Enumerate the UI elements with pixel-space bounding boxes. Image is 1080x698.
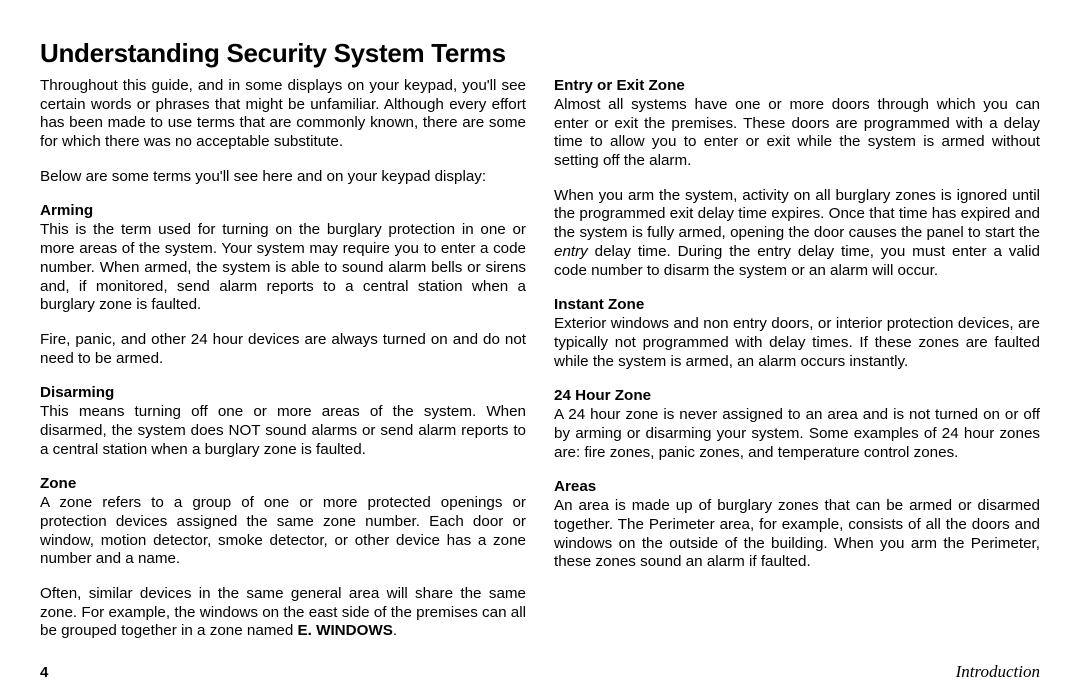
term-paragraph: Often, similar devices in the same gener… xyxy=(40,585,526,641)
term-paragraph: An area is made up of burglary zones tha… xyxy=(554,497,1040,572)
term-paragraph: This is the term used for turning on the… xyxy=(40,221,526,314)
term-heading: Zone xyxy=(40,475,526,492)
entry-p2-pre: When you arm the system, activity on all… xyxy=(554,187,1040,241)
term-heading: 24 Hour Zone xyxy=(554,387,1040,404)
term-paragraph: Almost all systems have one or more door… xyxy=(554,96,1040,171)
zone-extra-bold: E. WINDOWS xyxy=(298,622,393,639)
term-zone: Zone A zone refers to a group of one or … xyxy=(40,475,526,641)
page-footer: 4 Introduction xyxy=(40,662,1040,682)
term-paragraph: When you arm the system, activity on all… xyxy=(554,187,1040,280)
term-instant-zone: Instant Zone Exterior windows and non en… xyxy=(554,296,1040,371)
term-paragraph: Exterior windows and non entry doors, or… xyxy=(554,315,1040,371)
term-heading: Disarming xyxy=(40,384,526,401)
term-paragraph: A zone refers to a group of one or more … xyxy=(40,494,526,569)
term-areas: Areas An area is made up of burglary zon… xyxy=(554,478,1040,572)
footer-section-title: Introduction xyxy=(956,662,1040,682)
entry-p2-post: delay time. During the entry delay time,… xyxy=(554,243,1040,279)
right-column: Entry or Exit Zone Almost all systems ha… xyxy=(554,77,1040,641)
left-column: Throughout this guide, and in some displ… xyxy=(40,77,526,641)
term-heading: Entry or Exit Zone xyxy=(554,77,1040,94)
two-column-layout: Throughout this guide, and in some displ… xyxy=(40,77,1040,641)
term-heading: Instant Zone xyxy=(554,296,1040,313)
intro-paragraph: Throughout this guide, and in some displ… xyxy=(40,77,526,152)
term-24hour-zone: 24 Hour Zone A 24 hour zone is never ass… xyxy=(554,387,1040,462)
term-heading: Arming xyxy=(40,202,526,219)
document-page: Understanding Security System Terms Thro… xyxy=(0,0,1080,698)
term-paragraph: Fire, panic, and other 24 hour devices a… xyxy=(40,331,526,368)
zone-extra-post: . xyxy=(393,622,397,639)
page-title: Understanding Security System Terms xyxy=(40,38,1040,69)
term-disarming: Disarming This means turning off one or … xyxy=(40,384,526,459)
entry-p2-italic: entry xyxy=(554,243,588,260)
term-heading: Areas xyxy=(554,478,1040,495)
zone-extra-pre: Often, similar devices in the same gener… xyxy=(40,585,526,639)
term-paragraph: A 24 hour zone is never assigned to an a… xyxy=(554,406,1040,462)
page-number: 4 xyxy=(40,664,48,681)
term-entry-exit-zone: Entry or Exit Zone Almost all systems ha… xyxy=(554,77,1040,280)
lead-paragraph: Below are some terms you'll see here and… xyxy=(40,168,526,187)
term-paragraph: This means turning off one or more areas… xyxy=(40,403,526,459)
term-arming: Arming This is the term used for turning… xyxy=(40,202,526,368)
